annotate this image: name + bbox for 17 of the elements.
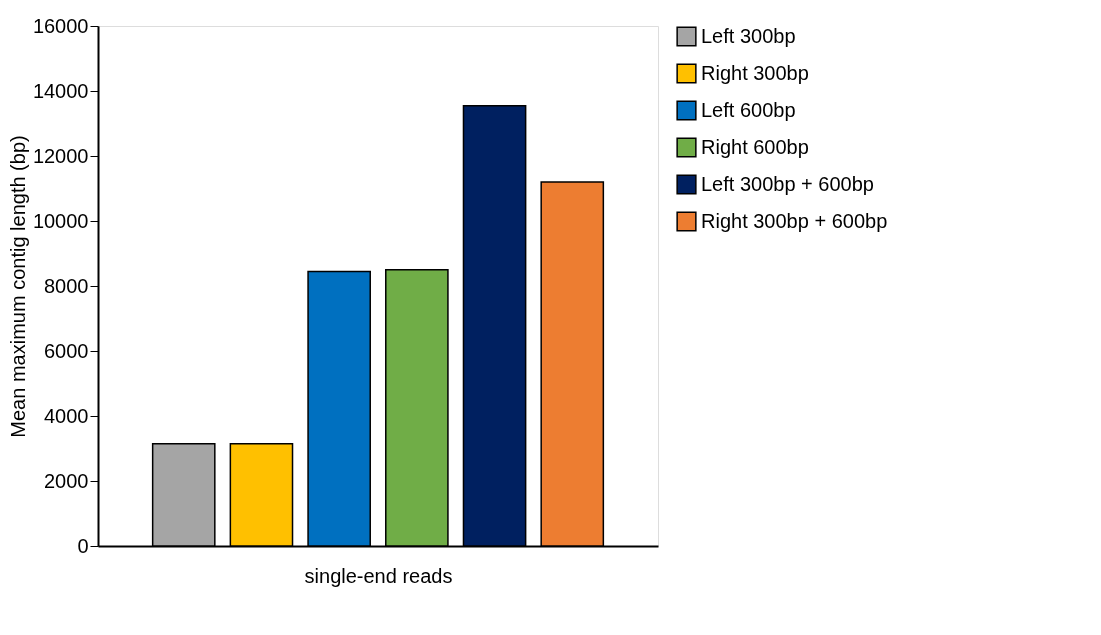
legend-label: Left 600bp — [701, 98, 796, 121]
y-tick-label: 14000 — [32, 79, 89, 102]
y-axis-title: Mean maximum contig length (bp) — [6, 135, 29, 438]
legend-label: Left 300bp + 600bp — [701, 172, 874, 195]
y-tick-label: 4000 — [44, 404, 89, 427]
y-tick-label: 10000 — [32, 209, 89, 232]
y-tick-label: 8000 — [44, 274, 89, 297]
x-axis-title: single-end reads — [304, 564, 453, 587]
y-tick-label: 12000 — [32, 144, 89, 167]
y-tick-label: 0 — [77, 534, 89, 557]
y-tick-label: 16000 — [32, 14, 89, 37]
legend-label: Right 300bp + 600bp — [701, 209, 888, 232]
legend-label: Right 300bp — [701, 61, 809, 84]
y-tick-label: 6000 — [44, 339, 89, 362]
y-tick-label: 2000 — [44, 469, 89, 492]
legend-label: Right 600bp — [701, 135, 809, 158]
legend-label: Left 300bp — [701, 24, 796, 47]
